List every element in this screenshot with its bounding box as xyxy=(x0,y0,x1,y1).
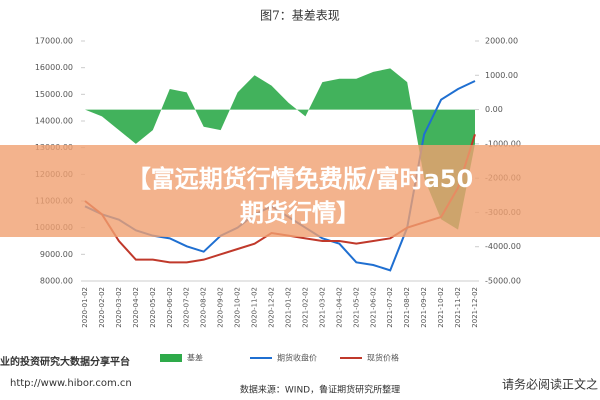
x-tick-label: 2020-04-02 xyxy=(132,287,140,328)
x-tick-label: 2020-05-02 xyxy=(149,287,157,328)
x-tick-label: 2021-01-02 xyxy=(284,287,292,328)
legend-swatch xyxy=(160,354,182,362)
y-tick-label: 9000.00 xyxy=(40,250,73,259)
x-tick-label: 2021-02-02 xyxy=(301,287,309,328)
y2-tick-label: -1000.00 xyxy=(485,139,521,148)
platform: 业的投资研究大数据分享平台 xyxy=(0,355,130,368)
x-tick-label: 2021-09-02 xyxy=(420,287,428,328)
banner-bg xyxy=(0,145,600,237)
x-tick-label: 2020-09-02 xyxy=(217,287,225,328)
notice: 请务必阅读正文之 xyxy=(502,377,598,392)
x-tick-label: 2020-01-02 xyxy=(81,287,89,328)
x-tick-label: 2021-03-02 xyxy=(318,287,326,328)
y2-tick-label: 1000.00 xyxy=(485,71,518,80)
source: 数据来源：WIND，鲁证期货研究所整理 xyxy=(240,384,400,396)
area xyxy=(85,68,475,230)
legend-label: 现货价格 xyxy=(367,353,399,363)
legend-label: 期货收盘价 xyxy=(277,353,317,363)
x-tick-label: 2020-08-02 xyxy=(200,287,208,328)
x-tick-label: 2020-07-02 xyxy=(183,287,191,328)
x-tick-label: 2021-12-02 xyxy=(471,287,479,328)
x-tick-label: 2020-03-02 xyxy=(115,287,123,328)
y-tick-label: 8000.00 xyxy=(40,277,73,286)
x-tick-label: 2020-12-02 xyxy=(268,287,276,328)
x-tick-label: 2021-06-02 xyxy=(369,287,377,328)
x-tick-label: 2020-02-02 xyxy=(98,287,106,328)
x-tick-label: 2021-08-02 xyxy=(403,287,411,328)
y-tick-label: 14000.00 xyxy=(35,117,73,126)
chart-title: 图7：基差表现 xyxy=(260,9,340,23)
url: http://www.hibor.com.cn xyxy=(10,378,132,389)
x-tick-label: 2020-11-02 xyxy=(251,287,259,328)
banner-text: 【富远期货行情免费版/富时a50 期货行情】 xyxy=(127,165,473,227)
x-tick-label: 2020-06-02 xyxy=(166,287,174,328)
y2-tick-label: 2000.00 xyxy=(485,37,518,46)
y-tick-label: 17000.00 xyxy=(35,37,73,46)
y-tick-label: 15000.00 xyxy=(35,90,73,99)
x-tick-label: 2021-07-02 xyxy=(386,287,394,328)
y2-tick-label: -5000.00 xyxy=(485,277,521,286)
y2-tick-label: 0.00 xyxy=(485,105,503,114)
x-tick-label: 2021-10-02 xyxy=(437,287,445,328)
legend-label: 基差 xyxy=(187,353,203,363)
x-tick-label: 2020-10-02 xyxy=(234,287,242,328)
x-tick-label: 2021-04-02 xyxy=(335,287,343,328)
y2-tick-label: -4000.00 xyxy=(485,242,521,251)
y-tick-label: 16000.00 xyxy=(35,63,73,72)
x-tick-label: 2021-05-02 xyxy=(352,287,360,328)
x-tick-label: 2021-11-02 xyxy=(454,287,462,328)
